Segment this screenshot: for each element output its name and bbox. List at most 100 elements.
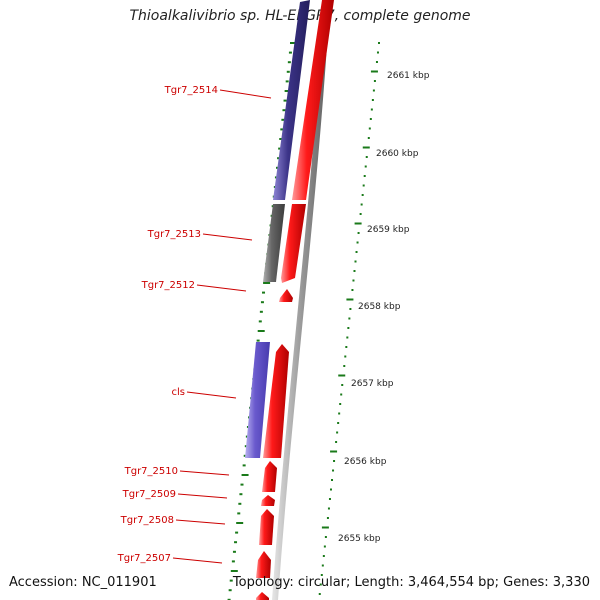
outer-tick <box>353 270 356 272</box>
inner-tick <box>277 157 281 160</box>
outer-tick <box>368 127 371 130</box>
outer-tick <box>320 574 323 576</box>
inner-tick <box>238 502 242 505</box>
gene-label: Tgr7_2514 <box>164 85 218 96</box>
outer-tick <box>362 184 365 187</box>
outer-tick <box>331 479 334 481</box>
outer-tick <box>333 460 336 462</box>
inner-tick <box>280 128 284 131</box>
gene-label-leader <box>177 493 228 499</box>
inner-tick <box>257 330 265 332</box>
outer-tick <box>345 346 348 348</box>
outer-tick <box>361 194 364 196</box>
cds-tgr7-2510 <box>262 461 277 492</box>
outer-tick <box>335 441 338 443</box>
outer-tick <box>357 232 360 234</box>
outer-tick <box>341 384 344 386</box>
outer-tick <box>349 308 352 310</box>
outer-tick <box>362 146 370 149</box>
topology-text: Topology: circular; Length: 3,464,554 bp… <box>232 575 590 590</box>
inner-tick <box>229 579 233 582</box>
outer-tick <box>359 213 362 215</box>
inner-tick <box>241 474 249 476</box>
inner-tick <box>228 589 232 592</box>
gene-label: Tgr7_2512 <box>141 280 195 291</box>
outer-tick <box>338 374 346 377</box>
accession-text: Accession: NC_011901 <box>9 575 157 590</box>
outer-tick <box>354 260 357 263</box>
gene-block-tgr7-2513 <box>263 204 285 282</box>
outer-tick <box>339 403 342 405</box>
outer-tick <box>340 393 343 396</box>
position-ruler: 2661 kbp 2660 kbp 2659 kbp 2658 kbp 2657 kbp… <box>338 71 430 544</box>
genome-backbone <box>272 0 330 600</box>
inner-tick <box>287 61 291 64</box>
outer-tick <box>354 222 362 225</box>
gene-block-cls <box>245 342 270 458</box>
outer-tick <box>332 469 335 472</box>
inner-tick <box>230 570 238 572</box>
outer-tick <box>356 241 359 244</box>
outer-tick <box>351 289 354 291</box>
outer-tick <box>363 175 366 177</box>
gene-label: cls <box>172 387 186 398</box>
gene-label: Tgr7_2508 <box>120 515 174 526</box>
outer-tick <box>327 507 330 510</box>
outer-tick <box>318 593 321 595</box>
gene-label: Tgr7_2507 <box>117 553 171 564</box>
inner-tick <box>236 522 244 524</box>
outer-tick <box>365 156 368 158</box>
outer-tick <box>364 165 367 168</box>
outer-tick <box>330 450 338 453</box>
outer-tick <box>337 422 340 424</box>
inner-tick <box>278 147 282 150</box>
outer-tick <box>371 99 374 101</box>
inner-tick <box>227 598 231 600</box>
inner-tick <box>288 51 292 54</box>
outer-tick <box>321 564 324 567</box>
inner-tick <box>259 310 263 313</box>
cds-tgr7-2509 <box>261 495 275 506</box>
outer-tick <box>322 555 325 557</box>
ruler-label: 2658 kbp <box>358 302 401 312</box>
outer-tick <box>336 431 339 434</box>
inner-tick <box>281 118 285 121</box>
outer-tick <box>343 365 346 367</box>
gene-label-leader <box>175 519 226 525</box>
cds-tgr7-2507 <box>256 551 271 578</box>
inner-tick <box>237 512 241 515</box>
outer-tick <box>338 412 341 415</box>
outer-tick <box>319 583 322 586</box>
outer-tick <box>373 80 376 82</box>
ruler-label: 2656 kbp <box>344 457 387 467</box>
outer-tick <box>348 317 351 320</box>
inner-tick <box>242 464 246 467</box>
inner-tick <box>262 291 266 294</box>
outer-tick <box>347 327 350 329</box>
gene-label-leader <box>172 557 223 564</box>
gene-block-tgr7-2514 <box>273 0 310 200</box>
outer-tick <box>378 42 380 44</box>
gene-label: Tgr7_2513 <box>147 229 201 240</box>
outer-tick <box>323 545 326 548</box>
inner-tick <box>235 531 239 534</box>
inner-tick <box>231 560 235 563</box>
outer-tick <box>372 89 375 92</box>
gene-label-leader <box>179 470 230 476</box>
outer-tick <box>346 336 349 339</box>
outer-tick <box>369 118 372 120</box>
inner-tick <box>239 493 243 496</box>
ruler-label: 2659 kbp <box>367 225 410 235</box>
outer-tick <box>375 61 378 63</box>
gene-label-leader <box>196 284 247 292</box>
inner-tick <box>258 320 262 323</box>
outer-tick <box>370 70 378 73</box>
cds-tgr7-2508 <box>259 509 274 545</box>
inner-tick <box>232 550 236 553</box>
inner-tick <box>260 301 264 304</box>
outer-tick <box>370 108 373 111</box>
gene-label-leader <box>186 391 237 399</box>
inner-tick <box>240 483 244 486</box>
cds-cls <box>263 344 289 458</box>
